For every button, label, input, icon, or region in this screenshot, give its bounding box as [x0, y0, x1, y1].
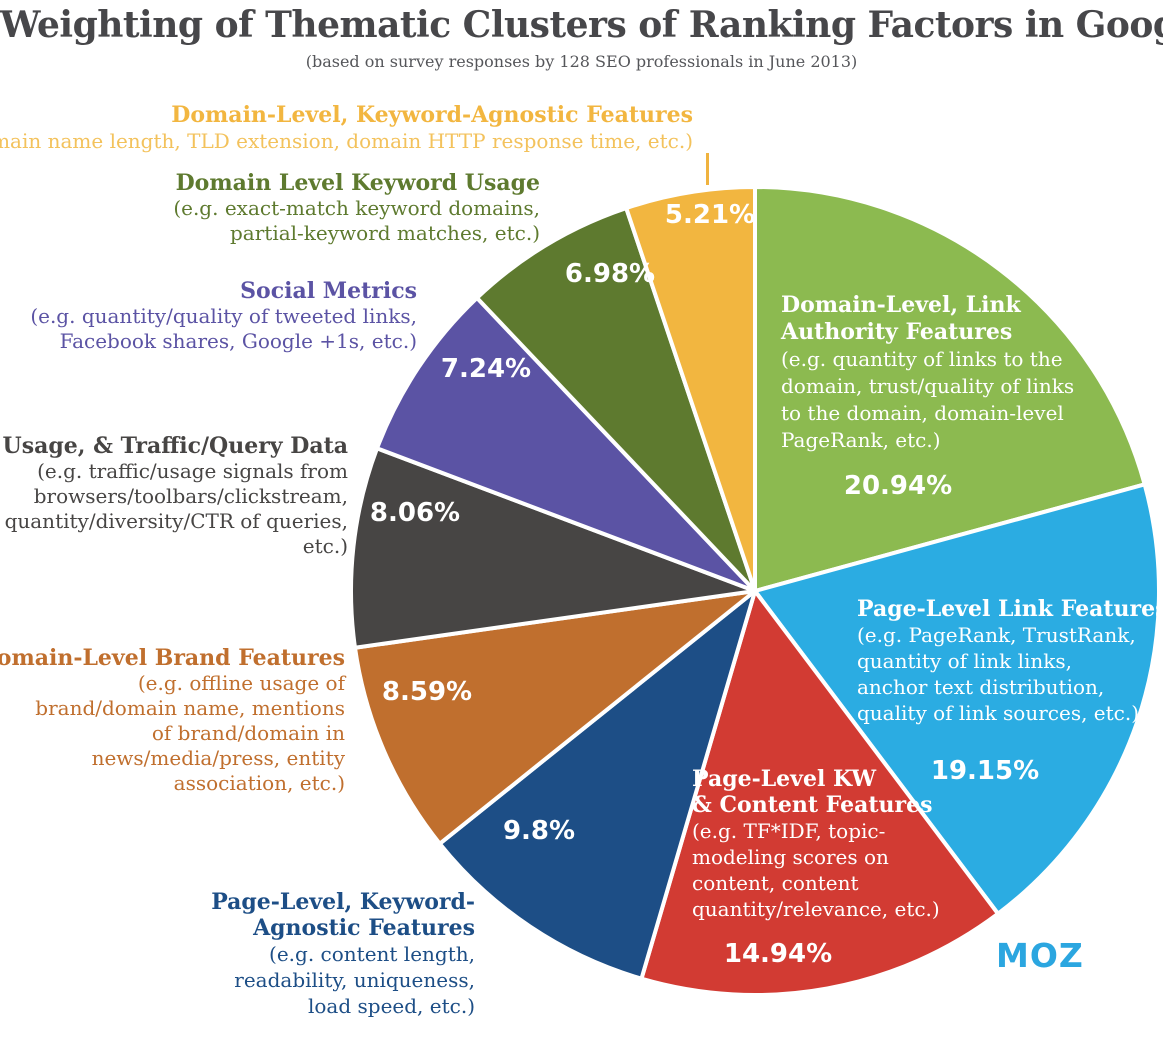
label-desc: (e.g. quantity of links to the [781, 347, 1063, 371]
pie-slice-domain-link-authority [753, 185, 1147, 593]
label-desc: to the domain, domain-level [781, 401, 1064, 425]
percent-label-page-kw-content: 14.94% [723, 939, 833, 969]
pie-slice-user-usage-traffic [349, 446, 757, 650]
label-domain-keyword-usage: Domain Level Keyword Usage (e.g. exact-m… [173, 171, 540, 246]
percent-label-page-keyword-agnostic: 9.8% [502, 816, 576, 846]
label-desc: partial-keyword matches, etc.) [230, 221, 540, 245]
label-title: Domain-Level, Keyword-Agnostic Features [171, 102, 693, 128]
label-desc: PageRank, etc.) [781, 428, 941, 452]
label-title: User, Usage, & Traffic/Query Data [0, 433, 348, 459]
label-page-kw-content: Page-Level KW & Content Features (e.g. T… [692, 766, 940, 922]
label-desc: (e.g. domain name length, TLD extension,… [0, 129, 693, 153]
percent-label-domain-keyword-agnostic: 5.21% [664, 200, 756, 230]
label-desc: association, etc.) [173, 771, 345, 795]
label-title: Domain Level Keyword Usage [175, 170, 540, 196]
label-page-link-features: Page-Level Link Features (e.g. PageRank,… [857, 596, 1163, 726]
label-title: Authority Features [781, 319, 1013, 345]
percent-label-domain-brand: 8.59% [381, 677, 473, 707]
pie-slice-domain-keyword-usage [474, 206, 757, 593]
label-social-metrics: Social Metrics (e.g. quantity/quality of… [30, 279, 417, 354]
label-title: Page-Level, Keyword- [211, 889, 475, 915]
percent-label-social-metrics: 7.24% [440, 354, 532, 384]
percent-label-user-usage-traffic: 8.06% [369, 498, 461, 528]
label-desc: brand/domain name, mentions [35, 696, 345, 720]
label-domain-link-authority: Domain-Level, Link Authority Features (e… [781, 292, 1074, 454]
label-title: & Content Features [692, 792, 933, 818]
label-desc: quality of link sources, etc.) [857, 701, 1140, 725]
label-user-usage-traffic: User, Usage, & Traffic/Query Data (e.g. … [0, 434, 348, 559]
moz-logo: MOZ [996, 936, 1084, 975]
label-desc: news/media/press, entity [91, 746, 345, 770]
label-title: Domain-Level Brand Features [0, 645, 345, 671]
label-desc: modeling scores on [692, 845, 889, 869]
pie-slice-page-kw-content [639, 589, 1001, 997]
label-desc: (e.g. PageRank, TrustRank, [857, 623, 1136, 647]
label-desc: Facebook shares, Google +1s, etc.) [59, 329, 417, 353]
label-desc: load speed, etc.) [307, 994, 475, 1018]
label-desc: browsers/toolbars/clickstream, [33, 484, 348, 508]
pie-slice-page-keyword-agnostic [437, 589, 757, 981]
label-domain-keyword-agnostic: Domain-Level, Keyword-Agnostic Features … [0, 102, 693, 154]
pie-slice-social-metrics [375, 295, 757, 593]
label-desc: (e.g. content length, [269, 942, 475, 966]
pie-slice-page-link-features [753, 482, 1161, 916]
label-title: Domain-Level, Link [781, 292, 1021, 318]
label-title: Social Metrics [240, 278, 417, 304]
percent-label-page-link-features: 19.15% [930, 756, 1040, 786]
label-desc: (e.g. exact-match keyword domains, [173, 196, 540, 220]
label-title: Page-Level KW [692, 766, 877, 792]
label-desc: of brand/domain in [151, 721, 345, 745]
percent-label-domain-keyword-usage: 6.98% [564, 259, 656, 289]
pie-slice-domain-keyword-agnostic [624, 185, 757, 593]
yellow-leader-line [706, 153, 709, 185]
label-title: Agnostic Features [253, 915, 475, 941]
chart-subtitle: (based on survey responses by 128 SEO pr… [305, 52, 858, 71]
label-desc: (e.g. offline usage of [137, 671, 345, 695]
label-desc: content, content [692, 871, 859, 895]
chart-title: Weighting of Thematic Clusters of Rankin… [0, 4, 1163, 46]
percent-label-domain-link-authority: 20.94% [843, 471, 953, 501]
label-desc: domain, trust/quality of links [781, 374, 1075, 398]
label-desc: quantity/diversity/CTR of queries, [4, 509, 348, 533]
label-desc: etc.) [302, 534, 348, 558]
label-desc: (e.g. quantity/quality of tweeted links, [30, 304, 417, 328]
pie-slice-domain-brand [353, 589, 757, 846]
label-desc: quantity/relevance, etc.) [692, 897, 940, 921]
label-desc: anchor text distribution, [857, 675, 1105, 699]
label-desc: readability, uniqueness, [234, 968, 475, 992]
label-desc: (e.g. traffic/usage signals from [37, 459, 348, 483]
label-desc: quantity of link links, [857, 649, 1072, 673]
label-desc: (e.g. TF*IDF, topic- [692, 819, 886, 843]
label-title: Page-Level Link Features [857, 596, 1163, 622]
label-page-keyword-agnostic: Page-Level, Keyword- Agnostic Features (… [211, 889, 475, 1019]
label-domain-brand: Domain-Level Brand Features (e.g. offlin… [0, 646, 345, 796]
